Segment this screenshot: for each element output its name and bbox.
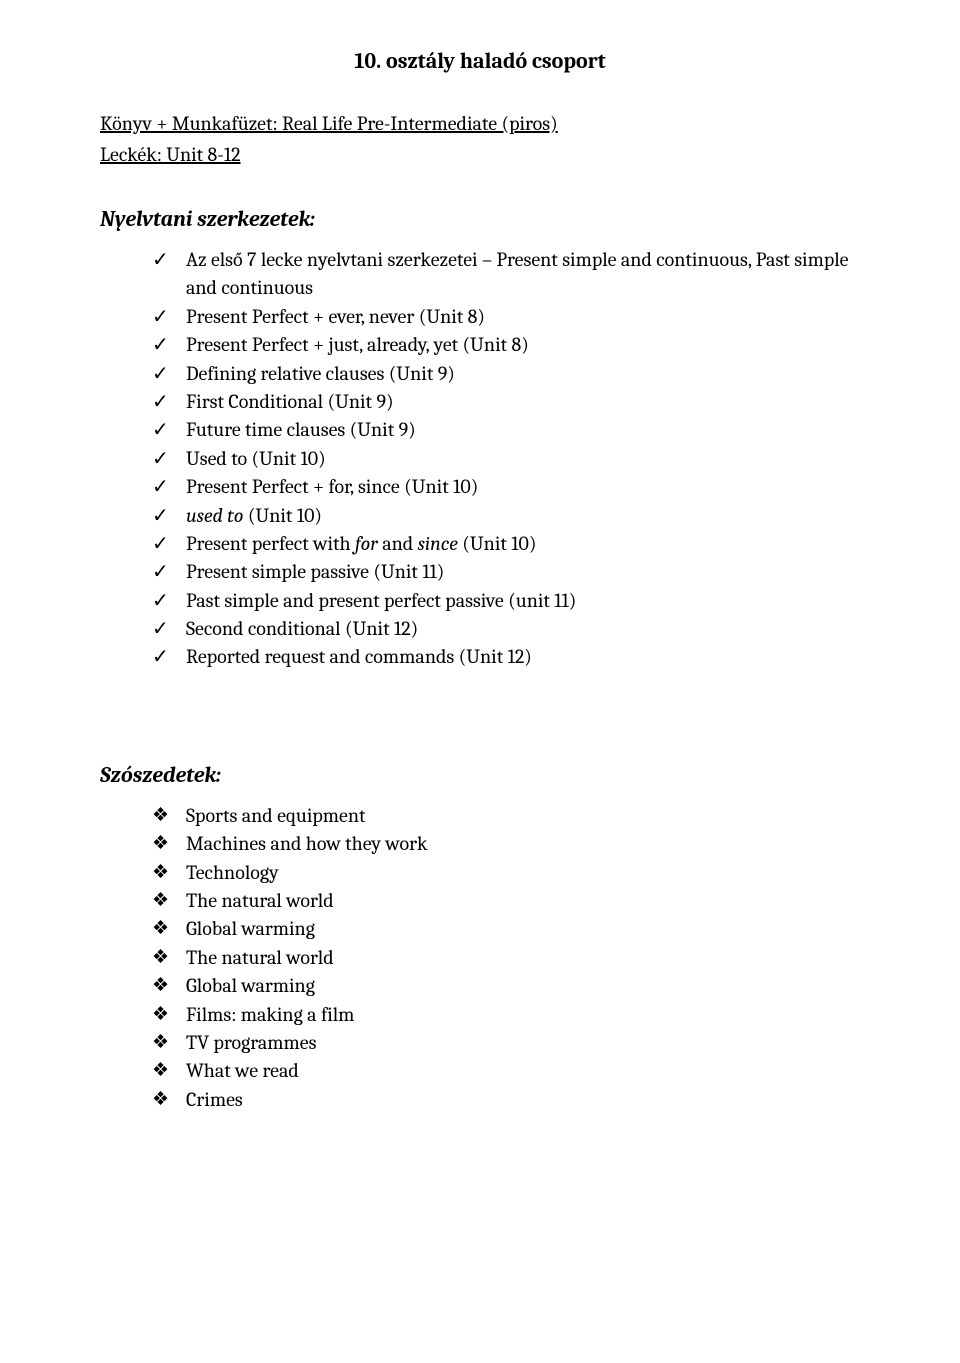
list-item-italic: since — [418, 532, 458, 555]
list-item-text: Present Perfect + just, already, yet (Un… — [186, 333, 529, 356]
list-item-text: Present perfect with — [186, 532, 355, 555]
list-item: Present Perfect + just, already, yet (Un… — [152, 331, 860, 359]
list-item: Reported request and commands (Unit 12) — [152, 643, 860, 671]
list-item-text: Used to (Unit 10) — [186, 447, 326, 470]
list-item: The natural world — [152, 887, 860, 915]
list-item: Past simple and present perfect passive … — [152, 587, 860, 615]
book-line: Könyv + Munkafüzet: Real Life Pre-Interm… — [100, 112, 860, 135]
list-item-text: Present Perfect + for, since (Unit 10) — [186, 475, 478, 498]
list-item: Defining relative clauses (Unit 9) — [152, 360, 860, 388]
vocab-list: Sports and equipment Machines and how th… — [152, 802, 860, 1114]
list-item-text: Global warming — [186, 917, 315, 940]
list-item: Present simple passive (Unit 11) — [152, 558, 860, 586]
list-item: Global warming — [152, 972, 860, 1000]
list-item: TV programmes — [152, 1029, 860, 1057]
list-item-text: First Conditional (Unit 9) — [186, 390, 394, 413]
list-item-text: Sports and equipment — [186, 804, 366, 827]
list-item-text: Present Perfect + ever, never (Unit 8) — [186, 305, 485, 328]
vocab-heading: Szószedetek: — [100, 762, 860, 788]
list-item-text: (Unit 10) — [458, 532, 537, 555]
list-item-text: Technology — [186, 861, 279, 884]
list-item-text: Az első 7 lecke nyelvtani szerkezetei – … — [186, 248, 848, 299]
list-item-text: Future time clauses (Unit 9) — [186, 418, 416, 441]
list-item: Present perfect with for and since (Unit… — [152, 530, 860, 558]
list-item-text: and — [378, 532, 418, 555]
list-item: Used to (Unit 10) — [152, 445, 860, 473]
list-item-text: Reported request and commands (Unit 12) — [186, 645, 532, 668]
list-item: Second conditional (Unit 12) — [152, 615, 860, 643]
list-item: The natural world — [152, 944, 860, 972]
grammar-list: Az első 7 lecke nyelvtani szerkezetei – … — [152, 246, 860, 672]
list-item-text: Defining relative clauses (Unit 9) — [186, 362, 455, 385]
list-item: Present Perfect + for, since (Unit 10) — [152, 473, 860, 501]
list-item: Machines and how they work — [152, 830, 860, 858]
list-item-text: Crimes — [186, 1088, 243, 1111]
list-item-italic: for — [355, 532, 378, 555]
list-item-text: What we read — [186, 1059, 299, 1082]
lessons-line: Leckék: Unit 8-12 — [100, 143, 860, 166]
list-item-text: TV programmes — [186, 1031, 316, 1054]
list-item: Sports and equipment — [152, 802, 860, 830]
page: 10. osztály haladó csoport Könyv + Munka… — [0, 0, 960, 1363]
list-item: Present Perfect + ever, never (Unit 8) — [152, 303, 860, 331]
list-item: Crimes — [152, 1086, 860, 1114]
list-item-text: Machines and how they work — [186, 832, 427, 855]
list-item: Future time clauses (Unit 9) — [152, 416, 860, 444]
list-item-text: Present simple passive (Unit 11) — [186, 560, 444, 583]
list-item-text: (Unit 10) — [243, 504, 322, 527]
list-item-text: Past simple and present perfect passive … — [186, 589, 576, 612]
page-title: 10. osztály haladó csoport — [100, 48, 860, 74]
grammar-heading: Nyelvtani szerkezetek: — [100, 206, 860, 232]
list-item: Technology — [152, 859, 860, 887]
list-item: used to (Unit 10) — [152, 502, 860, 530]
list-item: Global warming — [152, 915, 860, 943]
list-item-text: The natural world — [186, 889, 334, 912]
list-item: Films: making a film — [152, 1001, 860, 1029]
list-item-text: Second conditional (Unit 12) — [186, 617, 418, 640]
list-item-text: Films: making a film — [186, 1003, 354, 1026]
list-item-text: The natural world — [186, 946, 334, 969]
list-item-text: Global warming — [186, 974, 315, 997]
list-item: First Conditional (Unit 9) — [152, 388, 860, 416]
list-item: What we read — [152, 1057, 860, 1085]
list-item-italic: used to — [186, 504, 243, 527]
list-item: Az első 7 lecke nyelvtani szerkezetei – … — [152, 246, 860, 303]
